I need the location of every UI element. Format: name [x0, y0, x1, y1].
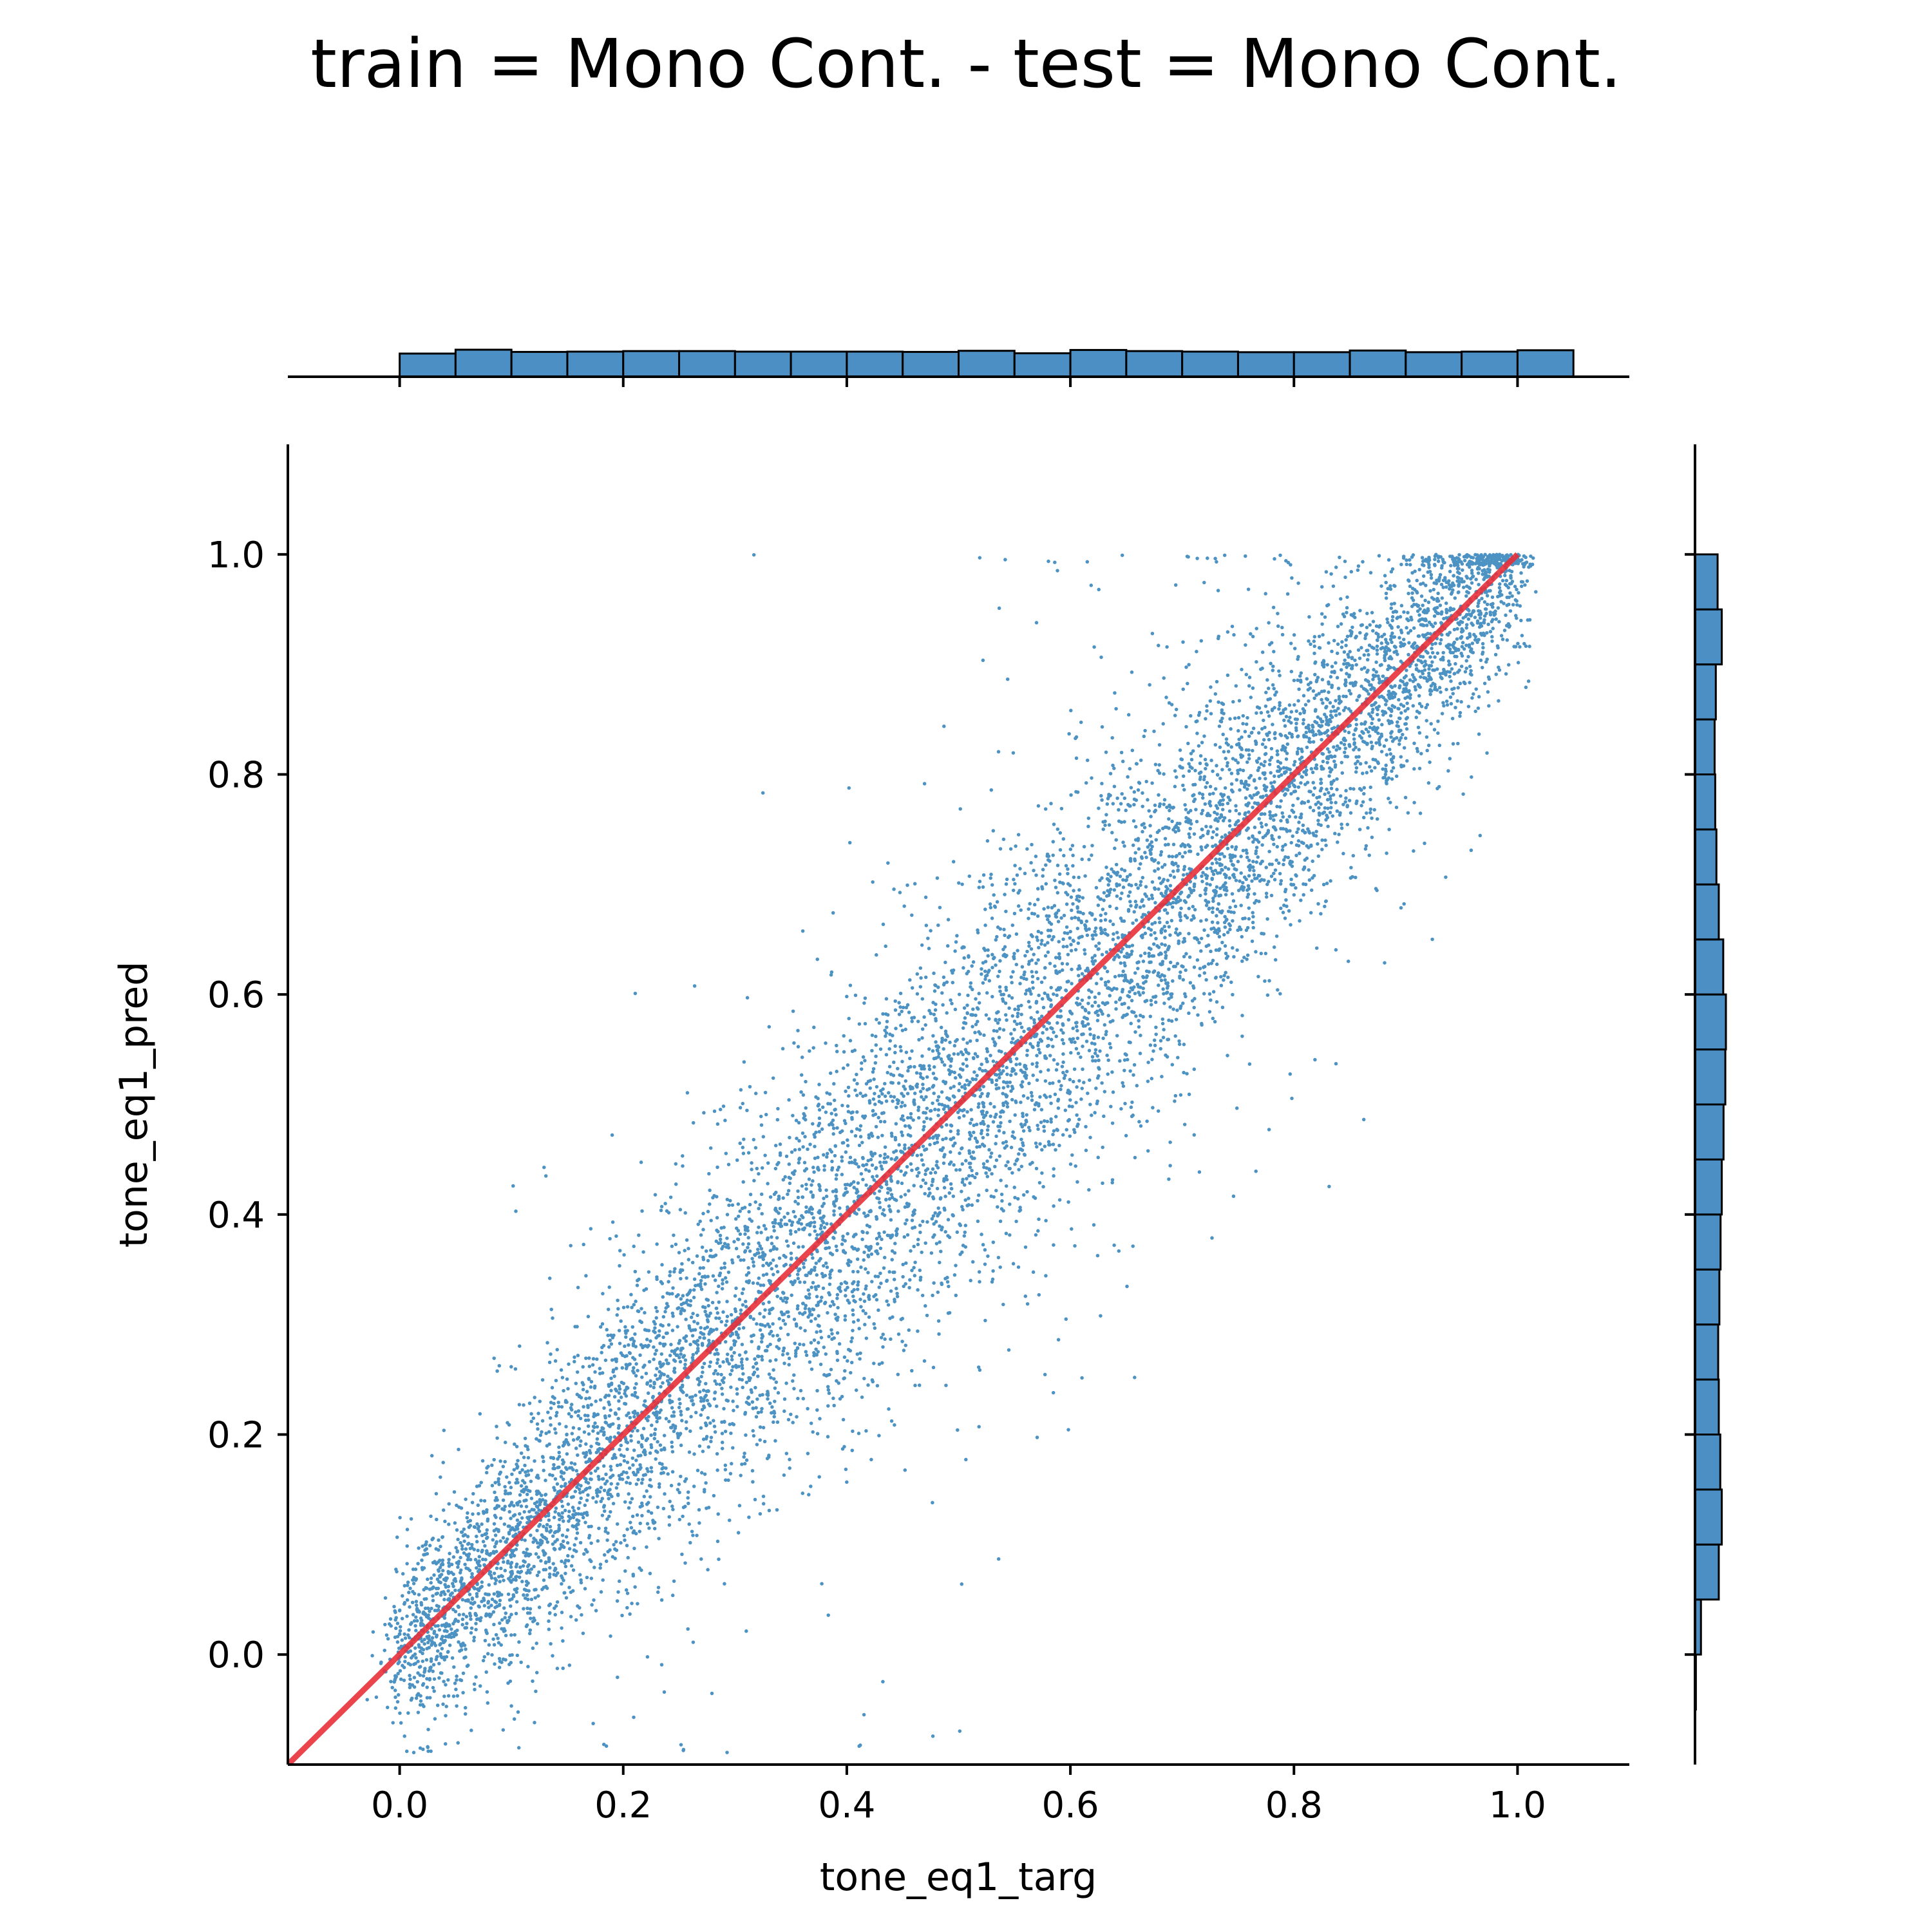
y-hist-bar [1694, 1378, 1720, 1435]
y-tick-label: 0.2 [207, 1415, 265, 1457]
x-hist-bar [1013, 352, 1072, 378]
x-hist-bar [790, 350, 848, 378]
y-hist-bar [1694, 993, 1727, 1051]
y-hist-bar [1694, 773, 1716, 831]
x-hist-bar [678, 350, 736, 378]
y-hist-bar [1694, 938, 1725, 996]
y-hist-bar [1694, 1268, 1721, 1326]
y-hist-bar [1694, 1323, 1719, 1381]
x-hist-bar [510, 350, 569, 378]
y-tick-label: 0.8 [207, 755, 265, 797]
scatter-points [365, 553, 1538, 1755]
y-hist-bar [1694, 1213, 1722, 1271]
chart-title: train = Mono Cont. - test = Mono Cont. [310, 24, 1622, 103]
y-hist-bar [1694, 1434, 1721, 1491]
y-tick-label: 0.0 [207, 1634, 265, 1676]
x-hist-bar [1125, 350, 1184, 378]
y-axis-label: tone_eq1_pred [111, 961, 156, 1248]
x-hist-bar [902, 350, 960, 378]
x-hist-bar [1516, 349, 1575, 378]
x-marginal-histogram [288, 348, 1629, 387]
y-tick-label: 0.4 [207, 1195, 265, 1236]
y-hist-bar [1694, 828, 1718, 886]
y-hist-bar [1694, 608, 1723, 666]
x-tick-label: 0.0 [371, 1785, 428, 1826]
scatter-point-cloud [365, 553, 1538, 1755]
y-hist-bar [1694, 1543, 1720, 1601]
y-tick-label: 0.6 [207, 974, 265, 1016]
x-tick-label: 1.0 [1489, 1785, 1546, 1826]
y-hist-bar [1694, 883, 1720, 941]
x-hist-bar [399, 352, 457, 378]
y-marginal-histogram [1685, 444, 1727, 1765]
x-tick-label: 0.2 [594, 1785, 652, 1826]
y-hist-bar [1694, 663, 1717, 721]
x-hist-bar [734, 350, 792, 378]
y-hist-bar [1694, 1488, 1723, 1546]
fit-line [288, 552, 1520, 1765]
x-hist-bar [1349, 349, 1407, 378]
x-tick-label: 0.4 [818, 1785, 875, 1826]
y-hist-bar [1694, 718, 1716, 776]
y-hist-bar [1694, 1158, 1723, 1216]
x-tick-label: 0.8 [1265, 1785, 1323, 1826]
x-hist-bar [1181, 350, 1239, 378]
y-hist-bar [1694, 553, 1719, 611]
main-axes: 0.0 0.2 0.4 0.6 0.8 1.0 0.0 0.2 0.4 0.6 0.8 1.0 [207, 444, 1629, 1826]
x-axis-label: tone_eq1_targ [820, 1855, 1097, 1900]
y-hist-bar [1694, 1048, 1727, 1106]
x-hist-bar [958, 350, 1016, 378]
y-hist-bar [1694, 1103, 1725, 1160]
x-hist-bar [846, 350, 904, 378]
x-hist-bar [566, 350, 625, 378]
x-hist-bar [454, 348, 513, 378]
x-hist-bar [1405, 351, 1463, 378]
x-hist-bar [1461, 350, 1519, 378]
x-hist-bar [1293, 351, 1351, 378]
y-tick-label: 1.0 [207, 535, 265, 576]
x-hist-bar [1069, 348, 1128, 378]
x-tick-label: 0.6 [1042, 1785, 1099, 1826]
x-hist-bar [1236, 351, 1295, 378]
x-hist-bar [622, 350, 681, 378]
